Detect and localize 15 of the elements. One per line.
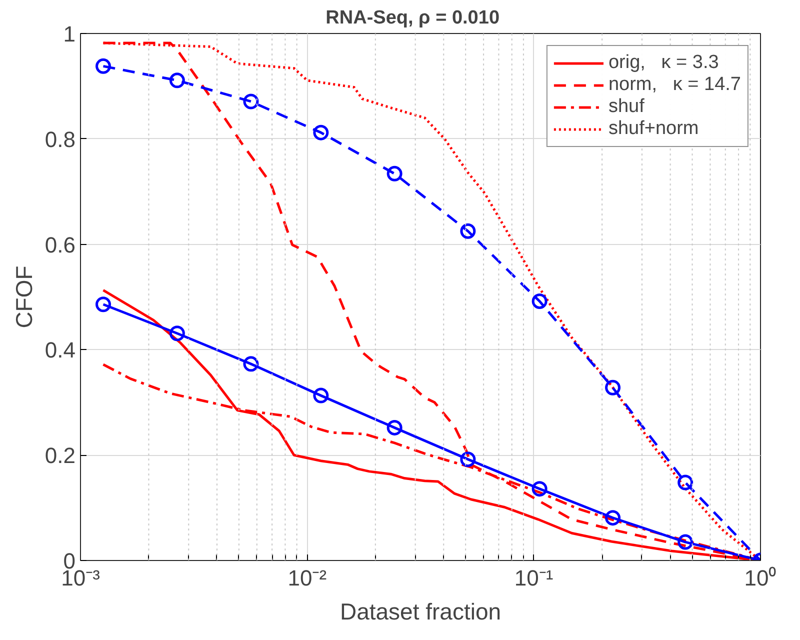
y-tick-label: 0.6 <box>44 232 76 258</box>
legend-label: norm, κ = 14.7 <box>608 74 741 96</box>
x-tick-label: 10⁻¹ <box>514 566 554 590</box>
y-tick-label: 0.8 <box>44 126 76 152</box>
x-tick-label: 10⁰ <box>744 566 777 590</box>
y-tick-label: 0.2 <box>44 443 76 468</box>
x-tick-label: 10⁻² <box>288 566 327 590</box>
y-tick-label: 0.4 <box>44 338 76 363</box>
y-tick-label: 1 <box>63 22 76 46</box>
x-axis-title: Dataset fraction <box>340 598 502 624</box>
chart-title: RNA-Seq, ρ = 0.010 <box>326 8 500 28</box>
legend-label: shuf+norm <box>608 118 699 140</box>
legend-label: orig, κ = 3.3 <box>608 52 719 74</box>
legend-label: shuf <box>608 96 644 118</box>
y-axis-title: CFOF <box>10 266 37 328</box>
